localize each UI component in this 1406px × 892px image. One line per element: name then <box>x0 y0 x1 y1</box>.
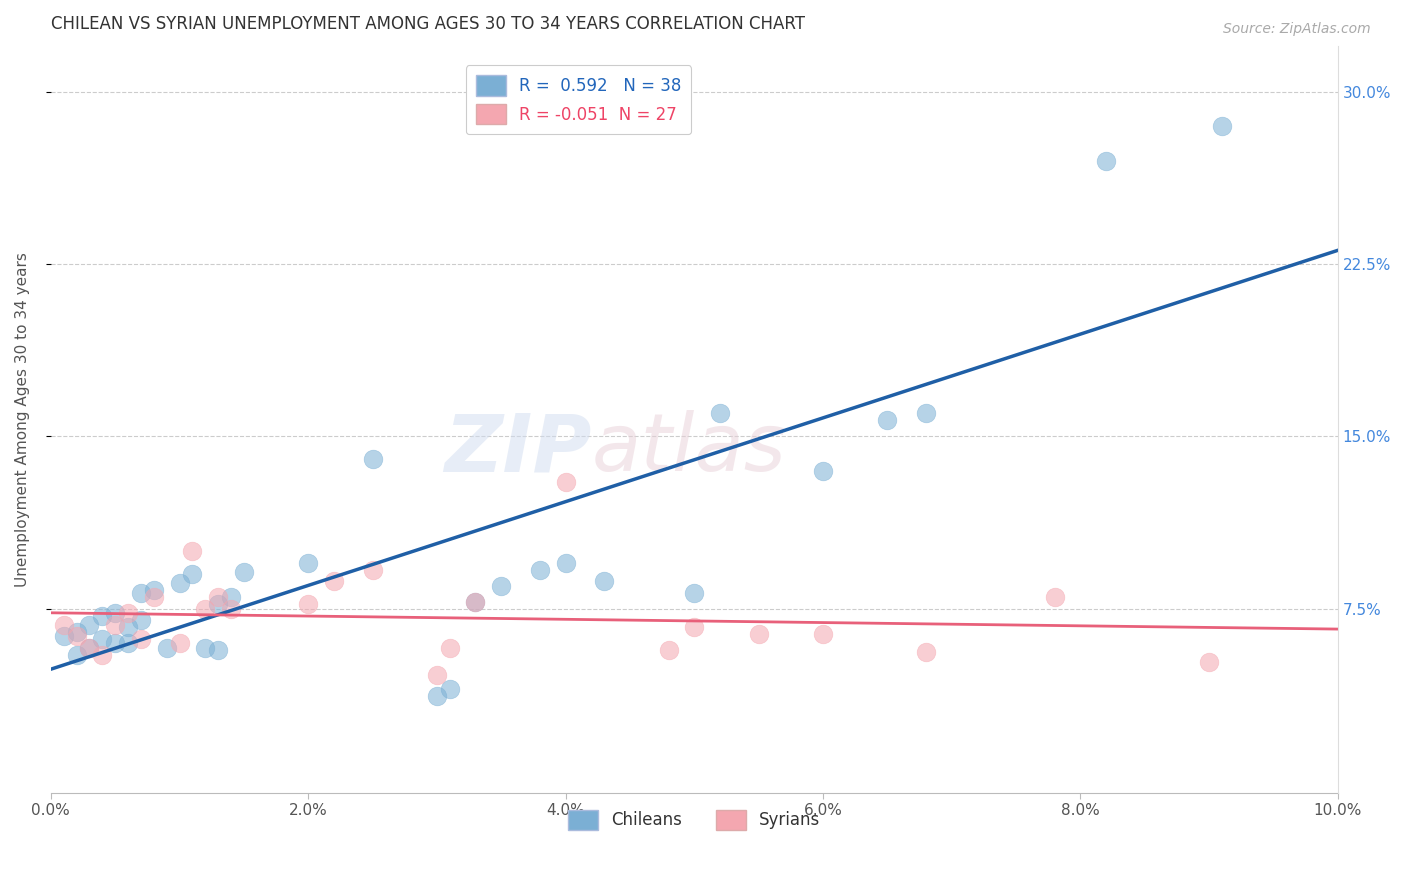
Point <box>79 640 101 655</box>
Point <box>426 668 449 682</box>
Point <box>65 629 87 643</box>
Point <box>219 601 242 615</box>
Point <box>1095 153 1118 168</box>
Point <box>129 632 152 646</box>
Point <box>915 645 938 659</box>
Point <box>323 574 346 589</box>
Point <box>361 563 384 577</box>
Point <box>65 624 87 639</box>
Point <box>91 632 114 646</box>
Point <box>683 585 706 599</box>
Point <box>194 640 217 655</box>
Point <box>79 618 101 632</box>
Point <box>529 563 551 577</box>
Point <box>876 413 898 427</box>
Point <box>683 620 706 634</box>
Point <box>169 576 191 591</box>
Legend: Chileans, Syrians: Chileans, Syrians <box>561 803 827 837</box>
Point <box>129 613 152 627</box>
Text: atlas: atlas <box>592 410 786 488</box>
Point <box>219 591 242 605</box>
Point <box>91 608 114 623</box>
Point <box>142 583 165 598</box>
Point <box>207 597 229 611</box>
Point <box>117 607 139 621</box>
Point <box>1198 655 1220 669</box>
Text: Source: ZipAtlas.com: Source: ZipAtlas.com <box>1223 22 1371 37</box>
Point <box>104 636 127 650</box>
Point <box>207 643 229 657</box>
Point <box>297 556 319 570</box>
Point <box>554 556 576 570</box>
Point <box>811 464 834 478</box>
Point <box>117 636 139 650</box>
Point <box>104 618 127 632</box>
Point <box>129 585 152 599</box>
Text: ZIP: ZIP <box>444 410 592 488</box>
Point <box>52 618 75 632</box>
Point <box>464 595 486 609</box>
Point <box>207 591 229 605</box>
Point <box>489 579 512 593</box>
Point <box>104 607 127 621</box>
Point <box>361 452 384 467</box>
Point <box>593 574 616 589</box>
Point <box>194 601 217 615</box>
Point <box>464 595 486 609</box>
Point <box>1211 119 1233 133</box>
Point <box>915 406 938 420</box>
Point <box>79 640 101 655</box>
Point <box>65 648 87 662</box>
Point <box>232 565 254 579</box>
Point <box>142 591 165 605</box>
Point <box>297 597 319 611</box>
Point <box>811 627 834 641</box>
Point <box>1043 591 1066 605</box>
Point <box>554 475 576 490</box>
Point <box>709 406 731 420</box>
Point <box>52 629 75 643</box>
Text: CHILEAN VS SYRIAN UNEMPLOYMENT AMONG AGES 30 TO 34 YEARS CORRELATION CHART: CHILEAN VS SYRIAN UNEMPLOYMENT AMONG AGE… <box>51 15 804 33</box>
Point <box>181 567 204 582</box>
Point <box>117 620 139 634</box>
Point <box>439 640 461 655</box>
Point <box>439 682 461 697</box>
Point <box>426 689 449 703</box>
Y-axis label: Unemployment Among Ages 30 to 34 years: Unemployment Among Ages 30 to 34 years <box>15 252 30 587</box>
Point <box>91 648 114 662</box>
Point <box>181 544 204 558</box>
Point <box>748 627 770 641</box>
Point <box>169 636 191 650</box>
Point <box>156 640 179 655</box>
Point <box>657 643 679 657</box>
